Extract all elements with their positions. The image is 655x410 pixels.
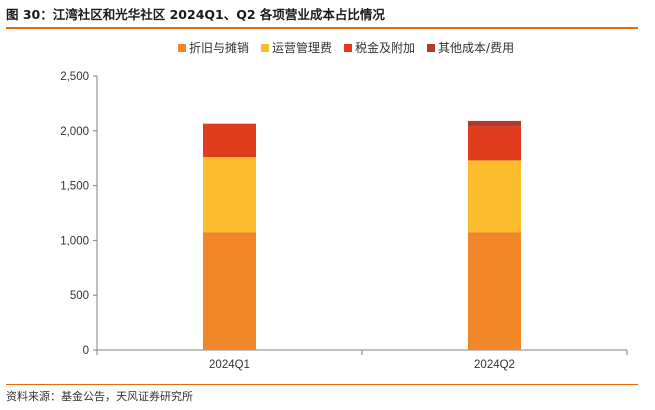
legend-label: 其他成本/费用	[438, 41, 515, 55]
bar-segment	[203, 157, 256, 233]
bar-segment	[468, 120, 521, 127]
y-tick-label: 2,500	[60, 71, 89, 83]
legend-swatch	[344, 44, 353, 52]
source-note: 资料来源：基金公告，天风证券研究所	[6, 390, 193, 403]
y-tick-label: 1,500	[60, 181, 89, 193]
bar-segment	[468, 232, 521, 350]
footer-rule	[6, 384, 638, 385]
x-tick-label: 2024Q2	[474, 359, 515, 371]
legend-item: 折旧与摊销	[178, 40, 249, 56]
title-rule	[6, 27, 638, 29]
bar-segment	[203, 123, 256, 158]
legend-label: 折旧与摊销	[189, 41, 250, 55]
x-tick-label: 2024Q1	[209, 359, 250, 371]
bar-segment	[468, 160, 521, 233]
bar-segment	[468, 126, 521, 161]
y-tick-label: 2,000	[60, 126, 89, 138]
figure-title: 图 30：江湾社区和光华社区 2024Q1、Q2 各项营业成本占比情况	[6, 7, 385, 22]
y-tick-label: 1,000	[60, 235, 89, 247]
legend-item: 其他成本/费用	[427, 40, 514, 56]
bar-segment	[203, 232, 256, 350]
legend-label: 税金及附加	[355, 41, 416, 55]
legend-item: 税金及附加	[344, 40, 415, 56]
legend-item: 运营管理费	[261, 40, 332, 56]
legend-swatch	[178, 44, 186, 52]
legend-swatch	[427, 44, 436, 52]
legend-label: 运营管理费	[272, 41, 333, 55]
chart-legend: 折旧与摊销 运营管理费 税金及附加 其他成本/费用	[178, 40, 514, 56]
y-tick-label: 500	[70, 290, 89, 302]
y-tick-label: 0	[83, 345, 89, 357]
legend-swatch	[261, 44, 270, 52]
